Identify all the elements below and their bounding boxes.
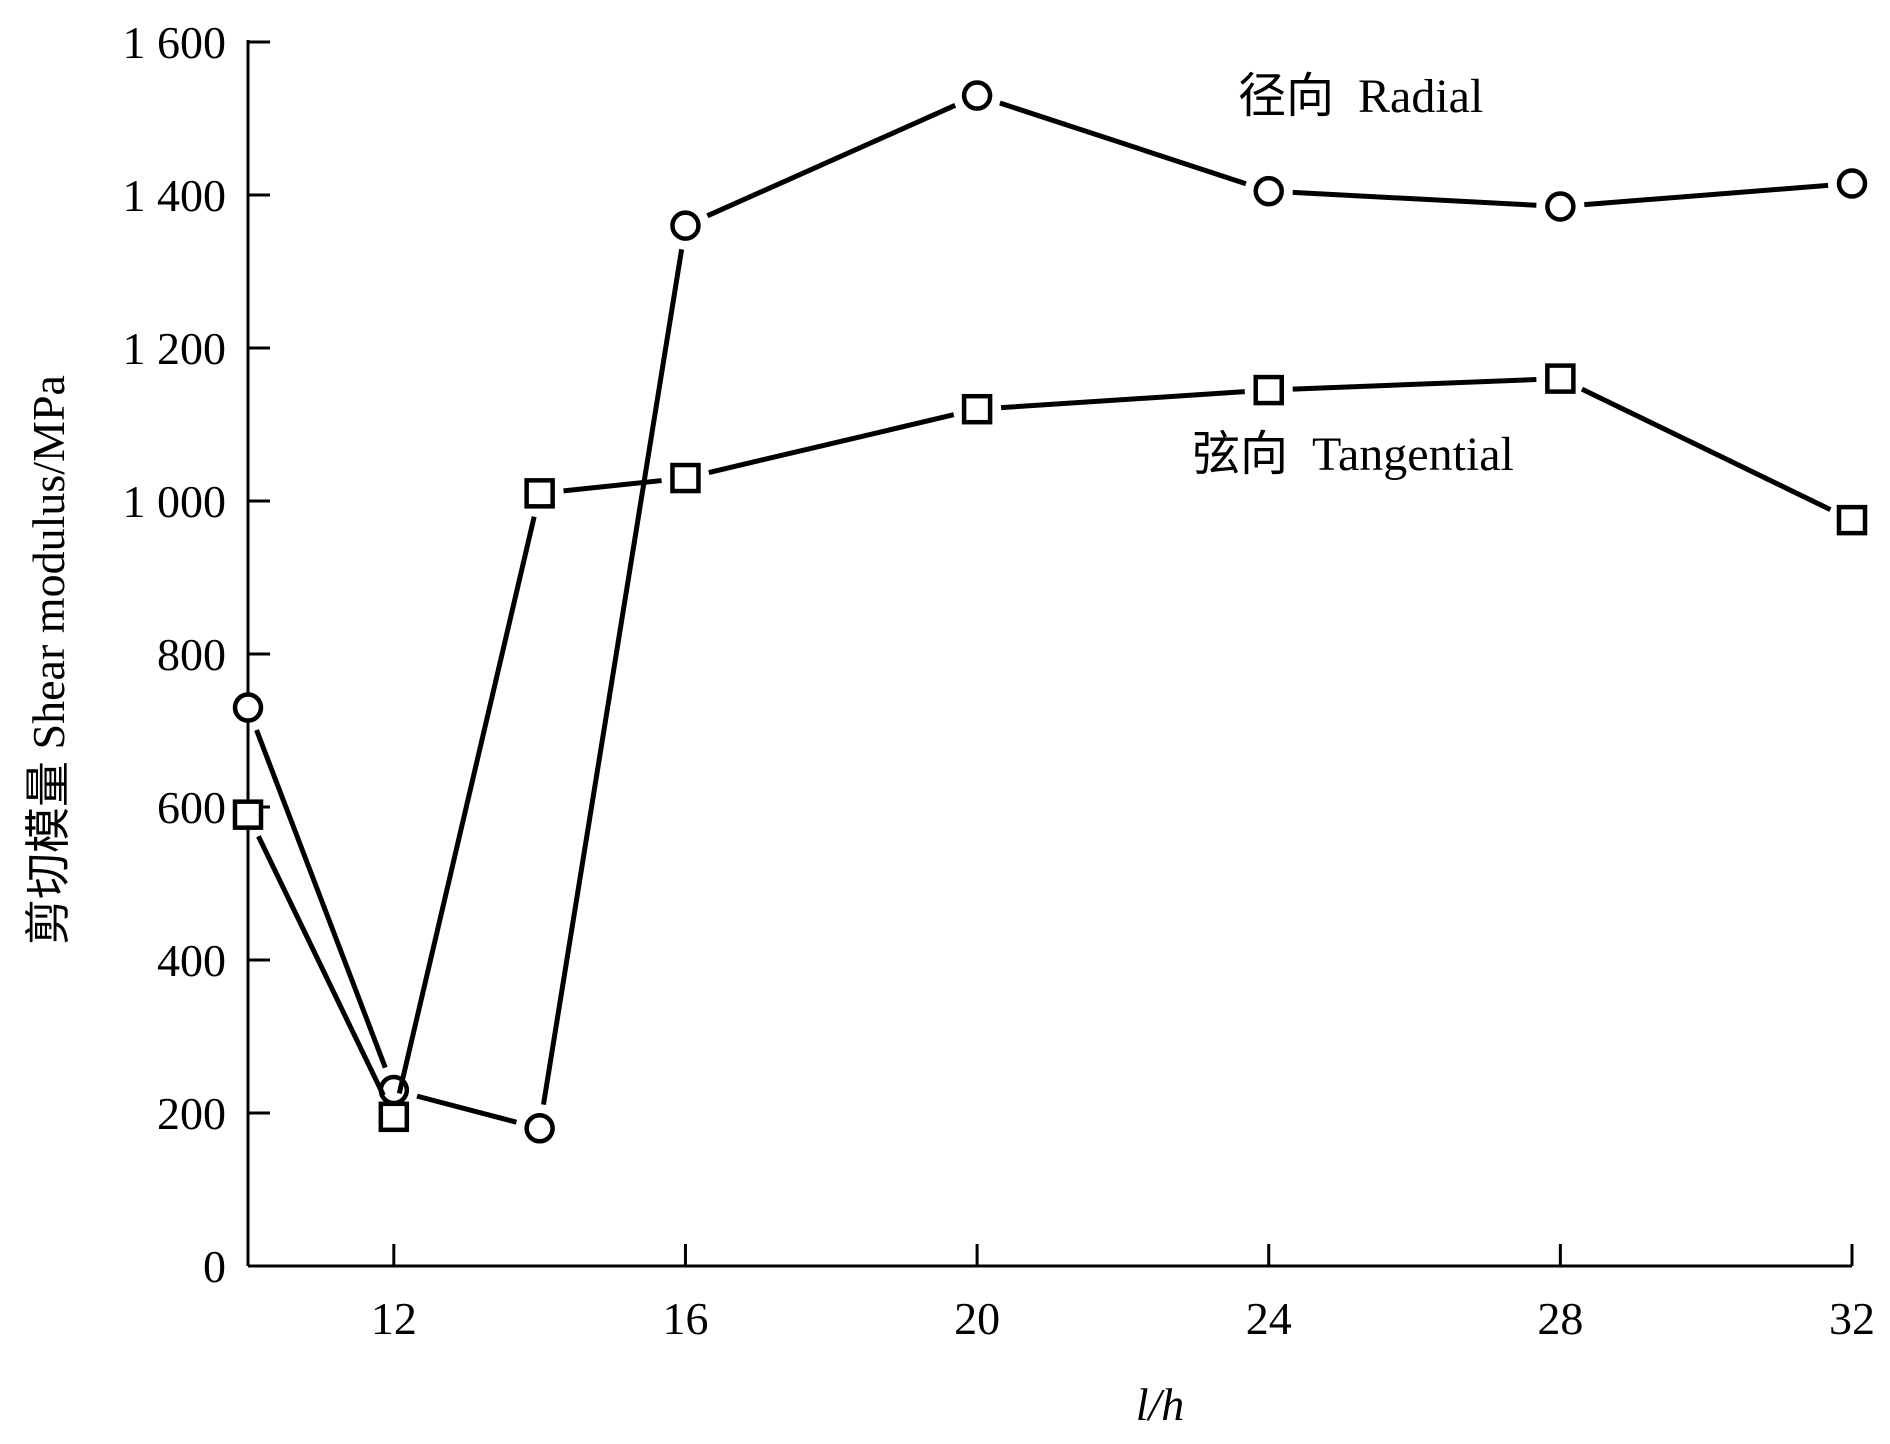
x-axis-title: l/h: [1136, 1379, 1185, 1430]
radial-point-marker: [1836, 168, 1868, 199]
tangential-point-marker: [1545, 363, 1576, 394]
series-label-tangential: 弦向 Tangential: [1192, 428, 1514, 481]
series-line-segment: [1292, 377, 1537, 392]
radial-point-marker: [1545, 191, 1576, 222]
x-tick-label: 16: [662, 1293, 708, 1344]
tangential-point-marker: [524, 478, 555, 509]
y-tick-label: 1 400: [123, 170, 227, 221]
tangential-point-marker: [232, 799, 264, 830]
y-axis-title: 剪切模量 Shear modulus/MPa: [23, 375, 74, 945]
radial-point-marker: [232, 692, 264, 723]
y-tick-label: 400: [157, 935, 226, 986]
series-line-segment: [563, 478, 662, 494]
series-radial: [232, 80, 1868, 1144]
tangential-point-marker: [1836, 504, 1868, 536]
series-line-segment: [1580, 386, 1832, 512]
x-tick-label: 24: [1246, 1293, 1292, 1344]
radial-point-marker: [524, 1113, 555, 1144]
series-line-segment: [256, 835, 386, 1097]
series-layer: [232, 80, 1868, 1144]
y-tick-label: 200: [157, 1088, 226, 1139]
x-tick-label: 28: [1537, 1293, 1583, 1344]
series-line-segment: [396, 516, 537, 1095]
y-tick-label: 1 600: [123, 17, 227, 68]
series-line-segment: [706, 103, 957, 219]
radial-point-marker: [670, 210, 701, 241]
axes: [246, 40, 1852, 1268]
series-line-segment: [1292, 189, 1537, 208]
radial-point-marker: [961, 80, 993, 111]
y-tick-label: 0: [203, 1241, 226, 1292]
series-line-segment: [1000, 389, 1245, 411]
series-line-segment: [708, 412, 955, 475]
series-line-segment: [540, 248, 685, 1106]
series-line-segment: [1584, 182, 1829, 208]
tangential-point-marker: [378, 1101, 410, 1133]
x-tick-label: 20: [954, 1293, 1000, 1344]
series-line-segment: [254, 729, 388, 1069]
radial-point-marker: [1253, 175, 1284, 207]
tangential-point-marker: [961, 393, 993, 425]
x-tick-label: 32: [1829, 1293, 1875, 1344]
y-tick-label: 1 200: [123, 323, 227, 374]
x-ticks: 12 16 20 24 28 32: [371, 1244, 1875, 1344]
series-label-radial: 径向 Radial: [1238, 70, 1483, 123]
tangential-point-marker: [1253, 374, 1284, 406]
x-tick-label: 12: [371, 1293, 417, 1344]
series-tangential: [232, 363, 1868, 1133]
y-tick-label: 1 000: [123, 476, 227, 527]
series-line-segment: [416, 1093, 518, 1125]
tangential-point-marker: [670, 462, 701, 494]
y-ticks: 0 200 400 600 800 1 000 1 200 1 400 1 600: [123, 17, 270, 1292]
series-line-segment: [999, 100, 1247, 187]
y-tick-label: 800: [157, 629, 226, 680]
y-tick-label: 600: [157, 782, 226, 833]
